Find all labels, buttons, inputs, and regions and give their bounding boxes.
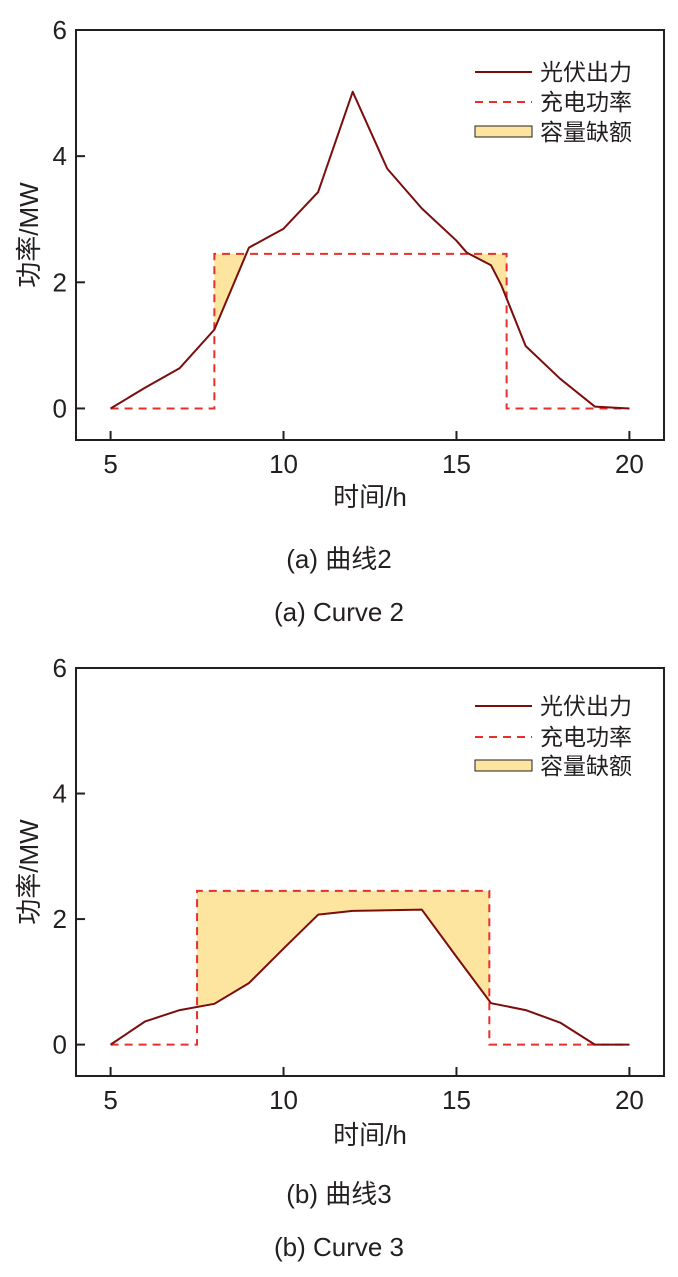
chart-a-xtick-label: 5 (103, 449, 117, 479)
chart-a-caption-en: (a) Curve 2 (274, 597, 404, 627)
chart-a-plot-frame (75, 29, 665, 441)
legend-b-gap-swatch (474, 759, 533, 772)
chart-a-lines (110, 90, 630, 410)
chart-b-legend: 光伏出力 充电功率 容量缺额 (474, 693, 632, 779)
chart-a-ytick-label: 4 (53, 141, 67, 171)
chart-b-lines (110, 889, 630, 1046)
chart-b-plot-frame (75, 667, 665, 1077)
chart-a-ytick-label: 2 (53, 267, 67, 297)
chart-a-ytick-label: 0 (53, 393, 67, 423)
chart-a-ytick-label: 6 (53, 15, 67, 45)
chart-a-ticks: 5 10 15 20 0 2 4 6 (53, 15, 644, 479)
legend-b-gap-label: 容量缺额 (540, 753, 632, 779)
legend-a-charge-label: 充电功率 (540, 89, 632, 115)
chart-a-pv-output-line (110, 90, 630, 410)
chart-b-gap-region-0 (197, 890, 490, 1007)
chart-b-ylabel: 功率/MW (14, 819, 44, 925)
legend-a-gap-swatch (474, 125, 533, 138)
chart-a-xlabel: 时间/h (333, 482, 407, 512)
legend-a-pv-label: 光伏出力 (540, 59, 632, 85)
chart-a: 5 10 15 20 0 2 4 6 时间/h 功率/MW 光伏出力 充电功率 容量缺额 (a… (14, 15, 665, 627)
chart-b-ytick-label: 2 (53, 904, 67, 934)
chart-a-xtick-label: 20 (615, 449, 644, 479)
chart-b-caption-cn: (b) 曲线3 (286, 1179, 391, 1209)
chart-b: 5 10 15 20 0 2 4 6 时间/h 功率/MW 光伏出力 充电功率 容量缺额 (b… (14, 653, 665, 1262)
chart-b-xtick-label: 15 (442, 1085, 471, 1115)
chart-b-pv-output-line (110, 908, 630, 1046)
chart-a-capacity-gap-fill (214, 252, 507, 330)
legend-b-pv-label: 光伏出力 (540, 693, 632, 719)
chart-b-xtick-label: 10 (269, 1085, 298, 1115)
chart-a-ylabel: 功率/MW (14, 182, 44, 288)
legend-b-charge-label: 充电功率 (540, 724, 632, 750)
chart-b-xtick-label: 5 (103, 1085, 117, 1115)
chart-b-xtick-label: 20 (615, 1085, 644, 1115)
chart-a-xtick-label: 10 (269, 449, 298, 479)
legend-a-gap-label: 容量缺额 (540, 119, 632, 145)
chart-a-xtick-label: 15 (442, 449, 471, 479)
chart-b-ticks: 5 10 15 20 0 2 4 6 (53, 653, 644, 1115)
chart-b-ytick-label: 0 (53, 1030, 67, 1060)
chart-b-ytick-label: 4 (53, 779, 67, 809)
chart-a-charge-power-line (110, 252, 630, 410)
chart-a-gap-region-1 (466, 252, 507, 302)
chart-b-capacity-gap-fill (197, 890, 490, 1007)
chart-b-ytick-label: 6 (53, 653, 67, 683)
chart-b-xlabel: 时间/h (333, 1120, 407, 1150)
chart-b-caption-en: (b) Curve 3 (274, 1232, 404, 1262)
chart-a-legend: 光伏出力 充电功率 容量缺额 (474, 59, 632, 145)
chart-b-charge-power-line (110, 889, 630, 1046)
chart-a-caption-cn: (a) 曲线2 (286, 544, 391, 574)
